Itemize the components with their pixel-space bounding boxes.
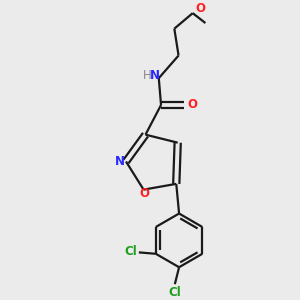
Text: Cl: Cl <box>169 286 181 299</box>
Text: O: O <box>196 2 206 15</box>
Text: Cl: Cl <box>124 245 137 258</box>
Text: O: O <box>187 98 197 112</box>
Text: O: O <box>140 188 149 200</box>
Text: N: N <box>115 155 125 168</box>
Text: N: N <box>149 69 160 82</box>
Text: H: H <box>142 69 151 82</box>
